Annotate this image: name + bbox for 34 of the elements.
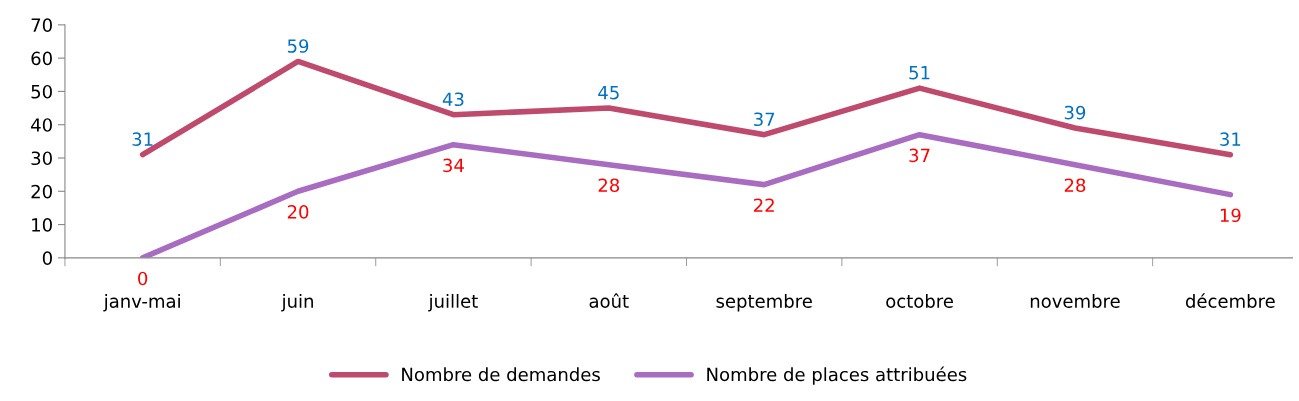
data-label: 34 <box>443 158 464 173</box>
x-tick-label: juillet <box>428 293 478 312</box>
y-tick-label: 50 <box>31 84 52 99</box>
x-tick-label: octobre <box>886 293 953 308</box>
legend-label: Nombre de demandes <box>402 367 600 382</box>
data-label: 37 <box>909 148 930 163</box>
y-tick-label: 10 <box>32 218 52 232</box>
x-tick-label: août <box>589 293 629 308</box>
data-label: 20 <box>287 205 309 219</box>
y-tick-label: 40 <box>31 118 52 132</box>
y-tick-label: 20 <box>31 184 52 199</box>
data-label: 43 <box>442 92 464 107</box>
data-label: 45 <box>598 86 619 100</box>
data-label: 31 <box>132 132 153 147</box>
x-tick-label: novembre <box>1030 293 1120 308</box>
x-tick-label: juin <box>281 293 313 312</box>
y-tick-label: 60 <box>31 51 52 66</box>
data-label: 28 <box>598 178 620 193</box>
data-label: 0 <box>138 271 148 286</box>
data-label: 39 <box>1064 105 1086 120</box>
data-label: 22 <box>754 198 774 212</box>
legend-label: Nombre de places attribuées <box>707 366 967 385</box>
data-label: 28 <box>1064 178 1086 193</box>
data-label: 19 <box>1220 208 1241 223</box>
x-tick-label: septembre <box>716 293 812 312</box>
data-label: 37 <box>754 112 775 127</box>
y-tick-label: 70 <box>31 18 52 32</box>
x-tick-label: janv-mai <box>103 293 180 312</box>
y-tick-label: 0 <box>42 251 52 265</box>
y-tick-label: 30 <box>31 151 52 166</box>
data-label: 31 <box>1220 132 1241 147</box>
x-tick-label: décembre <box>1185 293 1275 308</box>
data-label: 51 <box>909 66 930 80</box>
data-label: 59 <box>287 39 309 53</box>
